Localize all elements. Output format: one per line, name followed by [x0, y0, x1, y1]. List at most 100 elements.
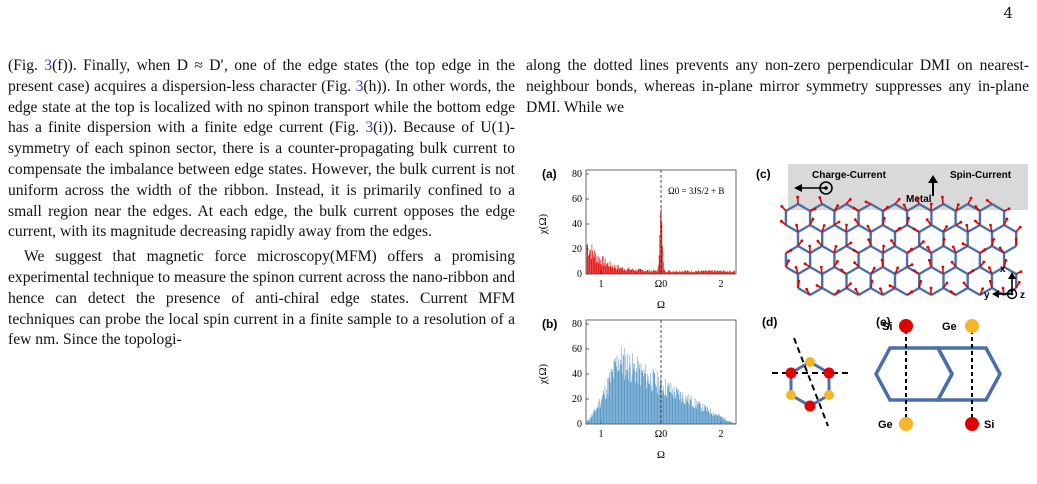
spin-arrow-head	[983, 248, 987, 251]
lattice-bond	[857, 202, 872, 213]
spin-arrow-head	[811, 217, 815, 221]
lattice-bond	[979, 286, 993, 297]
spin-arrow-head	[849, 282, 852, 286]
spin-arrow-head	[956, 203, 960, 206]
spin-arrow-head	[974, 219, 977, 223]
si-atom-bottom	[965, 417, 979, 431]
spin-arrow-head	[872, 266, 876, 270]
lattice-bond	[821, 202, 835, 213]
figure-ref-link[interactable]: 3	[365, 119, 374, 137]
spin-arrow-head	[797, 279, 801, 283]
lattice-bond	[809, 286, 823, 297]
spin-arrow-head	[780, 205, 784, 208]
spin-arrow-head	[912, 269, 916, 272]
lattice-bond	[967, 244, 981, 255]
lattice-bond	[797, 202, 811, 213]
panel-c-label: (c)	[756, 167, 771, 181]
spin-arrow-head	[822, 224, 826, 227]
spin-arrow-head	[882, 216, 886, 220]
lattice-bond	[870, 223, 884, 234]
spin-arrow-head	[981, 287, 984, 291]
spin-arrow-head	[912, 227, 916, 231]
page-number: 4	[1003, 4, 1013, 22]
spin-arrow-head	[959, 220, 963, 224]
spin-arrow-head	[837, 289, 840, 293]
spin-arrow-head	[949, 290, 953, 293]
spin-arrow-head	[910, 263, 914, 267]
x-tick-label: 1	[599, 429, 604, 440]
lattice-bond	[785, 223, 799, 234]
figure-ref-link[interactable]: 3	[355, 77, 364, 95]
panel-a-spectrum	[586, 205, 735, 274]
lattice-bond	[870, 202, 884, 213]
lattice-bond	[930, 265, 945, 276]
y-tick-label: 40	[572, 369, 582, 380]
lattice-bond	[821, 265, 835, 276]
lattice-bond	[797, 286, 811, 297]
spin-arrow-head	[787, 259, 790, 263]
si-atom-top	[899, 319, 913, 333]
panel-a-xlabel: Ω	[657, 299, 665, 311]
site-yellow	[824, 390, 834, 400]
y-tick-label: 80	[572, 319, 582, 330]
spin-arrow-head	[805, 287, 808, 291]
spin-arrow-head	[950, 260, 954, 264]
spin-arrow-head	[989, 223, 992, 227]
lattice-bond	[797, 223, 811, 234]
lattice-bond	[894, 265, 908, 276]
lattice-bond	[894, 286, 908, 297]
spin-arrow-head	[853, 261, 856, 265]
panel-b: (b) 0 20 40 60 80 1 Ω0 2 χ(Ω) Ω	[537, 317, 737, 461]
x-tick-label: 1	[599, 279, 604, 290]
y-tick-label: 20	[572, 394, 582, 405]
spin-arrow-head	[890, 239, 893, 242]
panel-b-label: (b)	[542, 317, 557, 331]
lattice-bond	[797, 244, 811, 255]
panel-a: (a) 0 20 40 60 80 1 Ω0 2 χ(Ω) Ω Ω0 = 3JS/2 + B	[537, 167, 737, 311]
lattice-bond	[954, 286, 969, 297]
spin-arrow-head	[800, 239, 804, 243]
lattice-bond	[954, 244, 969, 255]
figure-ref-link[interactable]: 3	[44, 57, 53, 74]
panel-a-annotation: Ω0 = 3JS/2 + B	[668, 186, 724, 196]
ge-atom-top	[965, 319, 979, 333]
lattice-bond	[930, 202, 945, 213]
lattice-bond	[845, 223, 860, 234]
spin-arrow-head	[985, 199, 989, 202]
spin-arrow-head	[864, 200, 868, 204]
x-tick-label: Ω0	[655, 279, 667, 290]
spin-arrow-head	[853, 218, 857, 221]
spin-arrow-head	[982, 260, 986, 264]
lattice-bond	[930, 244, 945, 255]
panel-a-label: (a)	[542, 167, 557, 181]
lattice-bond	[833, 244, 848, 255]
lattice-bond	[991, 202, 1005, 213]
lattice-bond	[991, 265, 1005, 276]
spin-arrow-head	[840, 268, 843, 272]
lattice-bond	[882, 286, 896, 297]
spin-arrow-head	[961, 242, 965, 246]
spin-arrow-head	[816, 239, 820, 243]
site-yellow	[805, 357, 815, 367]
spin-arrow-head	[927, 258, 931, 262]
si-top-label: Si	[882, 321, 892, 333]
lattice-bond	[882, 223, 896, 234]
spin-arrow-head	[998, 246, 1002, 250]
spin-arrow-head	[992, 237, 995, 241]
lattice-bond	[857, 223, 872, 234]
metal-layer	[788, 164, 1028, 210]
y-tick-label: 20	[572, 244, 582, 255]
lattice-bond	[809, 265, 823, 276]
lattice-bond	[797, 265, 811, 276]
spin-arrow-head	[910, 290, 914, 293]
spin-arrow-head	[1014, 237, 1018, 241]
spin-arrow-head	[929, 202, 933, 206]
lattice-bond	[821, 244, 835, 255]
left-column: (Fig. 3(f)). Finally, when D ≈ D′, one o…	[8, 56, 515, 351]
spin-arrow-head	[867, 238, 870, 241]
spin-arrow-head	[836, 204, 840, 208]
panel-b-ylabel: χ(Ω)	[537, 363, 549, 385]
spin-arrow-head	[848, 198, 852, 201]
lattice-bond	[918, 265, 932, 276]
